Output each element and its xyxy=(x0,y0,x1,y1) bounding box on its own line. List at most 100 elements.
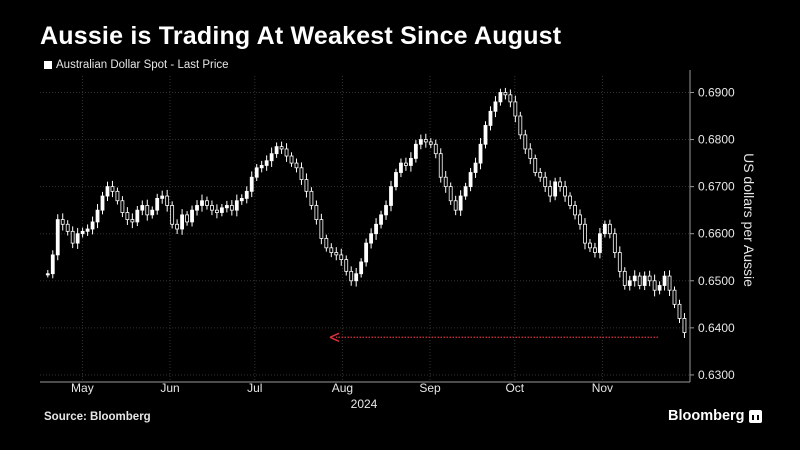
candle-body xyxy=(309,190,314,206)
source-note: Source: Bloomberg xyxy=(44,411,151,423)
candle-body xyxy=(219,207,224,213)
candle-body xyxy=(637,275,642,286)
candle-body xyxy=(95,209,100,223)
candle-body xyxy=(284,148,289,157)
candle-body xyxy=(100,195,105,211)
candle-body xyxy=(404,162,408,166)
x-tick-label: Sep xyxy=(419,381,441,395)
y-tick-label: 0.6700 xyxy=(698,180,735,194)
candle-body xyxy=(657,285,662,291)
candle-body xyxy=(458,195,463,211)
candle-body xyxy=(598,233,602,253)
candle-body xyxy=(215,209,219,213)
candle-body xyxy=(185,214,189,223)
y-tick-label: 0.6400 xyxy=(698,321,735,335)
candle-body xyxy=(180,214,184,230)
candle-body xyxy=(254,167,259,178)
candle-body xyxy=(483,125,488,145)
candle-body xyxy=(662,275,667,286)
candle-body xyxy=(294,162,299,169)
y-tick-label: 0.6600 xyxy=(698,227,735,241)
candle-body xyxy=(234,200,239,211)
candle-body xyxy=(349,270,354,282)
candle-body xyxy=(115,190,120,202)
candle-body xyxy=(488,110,493,126)
candle-body xyxy=(299,167,304,180)
x-tick-label: Jun xyxy=(160,381,179,395)
candle-body xyxy=(453,200,458,211)
candle-body xyxy=(607,223,612,235)
legend-swatch xyxy=(44,61,52,69)
candle-body xyxy=(498,92,503,103)
candle-body xyxy=(672,289,677,305)
candle-body xyxy=(229,205,234,211)
candle-body xyxy=(493,101,498,112)
y-tick-label: 0.6800 xyxy=(698,133,735,147)
candle-body xyxy=(130,219,135,223)
candle-body xyxy=(259,165,264,169)
candle-body xyxy=(239,197,244,202)
bloomberg-logo: Bloomberg xyxy=(668,408,762,424)
candle-body xyxy=(344,259,349,272)
candle-body xyxy=(428,141,433,145)
candle-body xyxy=(289,155,294,164)
candle-body xyxy=(652,280,657,291)
candle-body xyxy=(533,157,538,173)
candle-body xyxy=(667,275,672,291)
candle-body xyxy=(200,200,204,206)
candle-body xyxy=(374,223,378,235)
brand-text: Bloomberg xyxy=(668,408,745,424)
candle-body xyxy=(279,146,284,150)
candle-body xyxy=(354,273,359,282)
candle-body xyxy=(125,212,130,220)
candle-body xyxy=(528,148,533,159)
candle-body xyxy=(369,233,374,244)
candle-body xyxy=(682,318,687,333)
candle-body xyxy=(175,223,180,230)
x-tick-label: Oct xyxy=(505,381,524,395)
candle-body xyxy=(105,186,110,197)
candle-body xyxy=(568,195,572,206)
candle-body xyxy=(85,228,90,232)
candle-body xyxy=(399,162,403,173)
candle-body xyxy=(408,157,413,166)
candle-body xyxy=(65,223,70,232)
chart-title: Aussie is Trading At Weakest Since Augus… xyxy=(40,22,562,50)
legend-label: Australian Dollar Spot - Last Price xyxy=(56,59,229,71)
x-tick-label: May xyxy=(71,381,94,395)
candle-body xyxy=(120,200,125,213)
candle-body xyxy=(503,92,508,96)
candle-body xyxy=(364,242,369,263)
candle-body xyxy=(418,139,423,145)
candle-body xyxy=(384,205,388,216)
bloomberg-icon xyxy=(748,409,762,423)
chart-legend: Australian Dollar Spot - Last Price xyxy=(44,59,229,71)
x-tick-label: Aug xyxy=(332,381,353,395)
candle-body xyxy=(160,195,165,199)
candle-body xyxy=(359,261,364,275)
candle-body xyxy=(304,179,309,192)
candle-body xyxy=(140,205,145,211)
candle-body xyxy=(244,190,249,199)
candle-body xyxy=(339,254,344,260)
x-tick-label: Jul xyxy=(247,381,262,395)
candle-body xyxy=(60,219,65,225)
x-axis-year-label: 2024 xyxy=(351,397,378,411)
candle-body xyxy=(324,238,329,249)
candles xyxy=(45,87,687,338)
candle-body xyxy=(274,146,279,155)
candle-body xyxy=(602,223,607,235)
candle-body xyxy=(45,273,50,276)
candle-body xyxy=(677,303,682,319)
candle-body xyxy=(75,233,80,244)
candle-body xyxy=(563,186,567,197)
candle-body xyxy=(538,172,543,178)
candle-body xyxy=(513,101,518,117)
grid-lines xyxy=(40,76,690,382)
candle-body xyxy=(155,197,160,211)
candle-body xyxy=(433,143,438,155)
candle-body xyxy=(170,205,175,225)
y-axis: 0.6300 0.6400 0.6500 0.6600 0.6700 0.6800 0.69… xyxy=(689,70,735,382)
candle-body xyxy=(473,162,478,173)
